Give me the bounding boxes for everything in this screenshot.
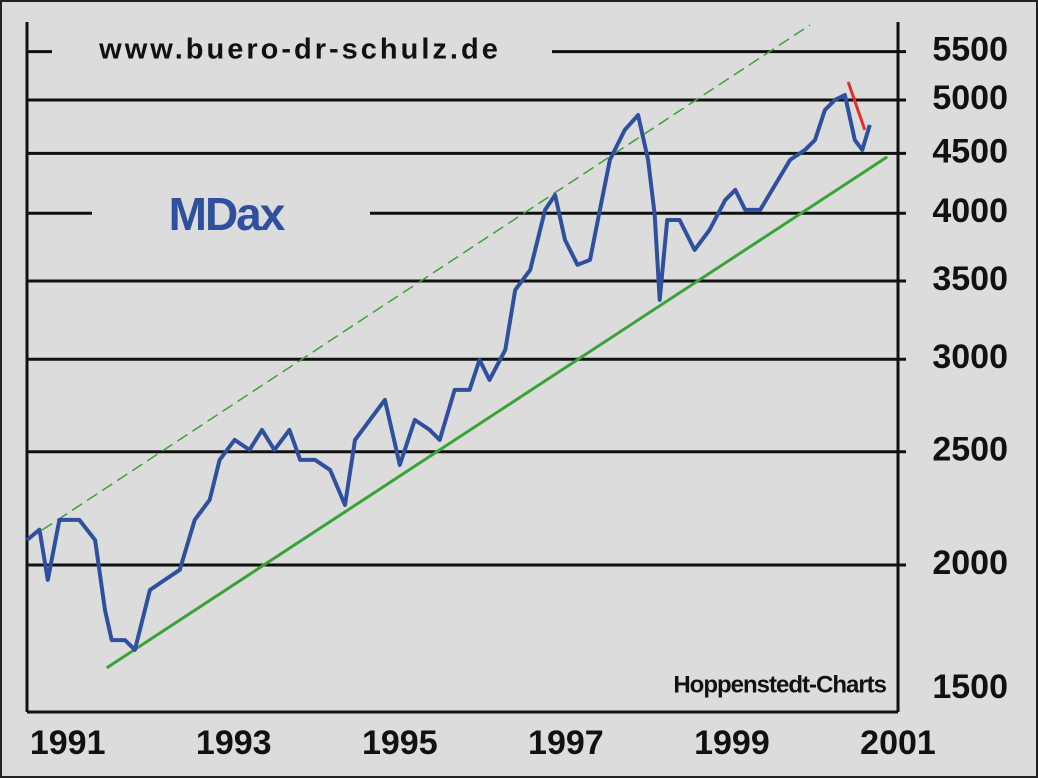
trend-line <box>105 155 889 670</box>
x-tick-label: 2001 <box>860 724 936 762</box>
y-tick-label: 5000 <box>932 79 1008 117</box>
y-tick-label: 2000 <box>932 544 1008 582</box>
x-tick-label: 1995 <box>362 724 438 762</box>
y-tick-label: 4000 <box>932 192 1008 230</box>
y-tick-label: 3000 <box>932 338 1008 376</box>
y-tick-label: 4500 <box>932 132 1008 170</box>
label-bg <box>92 190 370 240</box>
chart-title: www.buero-dr-schulz.de <box>98 34 501 66</box>
title-bg <box>52 30 552 72</box>
x-tick-label: 1999 <box>694 724 770 762</box>
x-tick-label: 1993 <box>196 724 272 762</box>
series-label: MDax <box>169 188 286 240</box>
trend-line <box>846 81 867 131</box>
y-tick-label: 2500 <box>932 431 1008 469</box>
trend-line <box>26 24 811 541</box>
series-line <box>25 93 872 652</box>
y-tick-label: 5500 <box>932 31 1008 69</box>
source-note: Hoppenstedt-Charts <box>673 671 886 698</box>
y-tick-label: 3500 <box>932 260 1008 298</box>
y-tick-label: 1500 <box>932 668 1008 706</box>
x-tick-label: 1991 <box>30 724 106 762</box>
x-tick-label: 1997 <box>528 724 604 762</box>
